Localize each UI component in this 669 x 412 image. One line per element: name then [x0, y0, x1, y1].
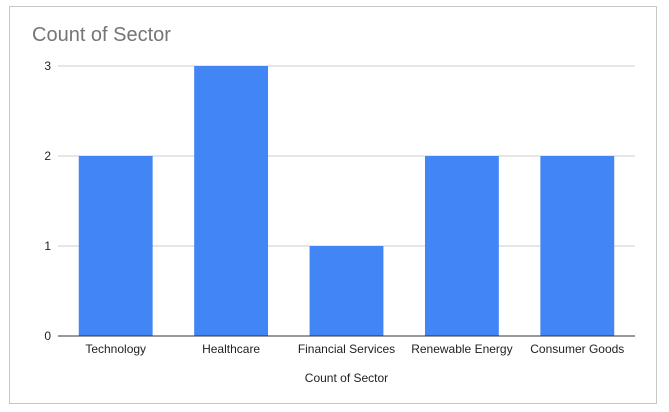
x-tick-label: Financial Services: [298, 342, 395, 356]
y-tick-label: 0: [44, 329, 51, 343]
x-axis-label: Count of Sector: [305, 371, 388, 385]
x-tick-label: Renewable Energy: [411, 342, 512, 356]
chart-title: Count of Sector: [32, 24, 171, 46]
bar-technology[interactable]: [78, 156, 153, 336]
bar-healthcare[interactable]: [194, 66, 269, 336]
y-tick-label: 1: [44, 239, 51, 253]
x-tick-labels: Technology Healthcare Financial Services Re…: [85, 342, 624, 356]
x-tick-label: Healthcare: [202, 342, 260, 356]
y-tick-labels: 0 1 2 3: [44, 59, 51, 343]
x-tick-label: Consumer Goods: [530, 342, 624, 356]
bar-consumer-goods[interactable]: [540, 156, 615, 336]
bar-financial-services[interactable]: [309, 246, 384, 336]
x-tick-label: Technology: [85, 342, 146, 356]
bars: [78, 66, 615, 336]
y-tick-label: 2: [44, 149, 51, 163]
bar-renewable-energy[interactable]: [424, 156, 499, 336]
y-tick-label: 3: [44, 59, 51, 73]
